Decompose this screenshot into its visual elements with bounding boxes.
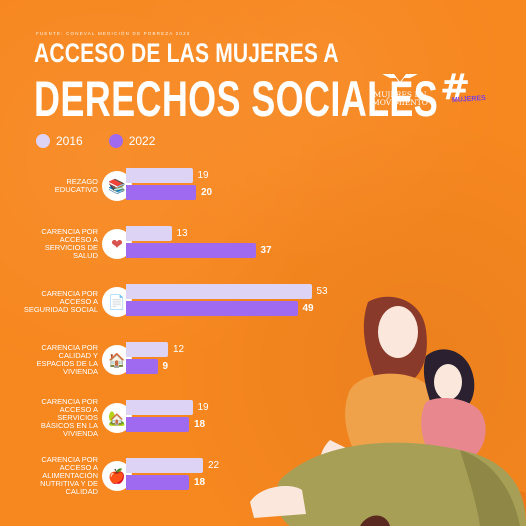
value-label-2016: 19 [197, 170, 209, 181]
wings-icon [382, 74, 418, 84]
logo-name-line-1: MUJERES EN [373, 90, 427, 99]
value-label-2022: 9 [162, 361, 169, 372]
bar-2022 [126, 359, 158, 374]
legend-swatch-2022 [108, 134, 123, 148]
hashtag-logo-text: MUJERES [451, 94, 487, 105]
bar-2022 [126, 417, 189, 432]
bar-2022 [126, 301, 298, 316]
bar-2016 [126, 342, 168, 357]
value-label-2016: 22 [208, 460, 220, 471]
mujeres-en-movimiento-logo: MUJERES EN MOVIMIENTO [368, 70, 432, 107]
value-label-2022: 18 [194, 477, 206, 488]
category-label: CARENCIA POR ACCESO A ALIMENTACIÓN NUTRI… [40, 455, 98, 496]
value-label-2022: 20 [201, 187, 213, 198]
bar-2016 [126, 284, 312, 299]
title-line-2: DERECHOS SOCIALES [34, 71, 439, 127]
category-label: CARENCIA POR CALIDAD Y ESPACIOS DE LA VI… [36, 343, 98, 376]
legend-item-2022: 2022 [108, 134, 156, 148]
legend: 2016 2022 [36, 134, 155, 148]
bar-2016 [126, 168, 193, 183]
value-label-2022: 18 [194, 419, 206, 430]
legend-item-2016: 2016 [36, 134, 83, 148]
logo-name-line-2: MOVIMIENTO [372, 98, 428, 107]
bar-2016 [126, 226, 172, 241]
value-label-2016: 53 [316, 286, 328, 297]
value-label-2022: 49 [302, 303, 314, 314]
category-label: CARENCIA POR ACCESO A SERVICIOS DE SALUD [41, 227, 98, 260]
value-label-2016: 12 [173, 344, 185, 355]
bar-2022 [126, 475, 189, 490]
legend-label-2016: 2016 [56, 134, 83, 148]
bar-2016 [126, 458, 203, 473]
value-label-2016: 13 [176, 228, 188, 239]
bar-2016 [126, 400, 193, 415]
category-label: REZAGO EDUCATIVO [54, 177, 98, 194]
logos: MUJERES EN MOVIMIENTO # MUJERES [368, 67, 498, 110]
bar-2022 [126, 243, 256, 258]
category-label: CARENCIA POR ACCESO A SEGURIDAD SOCIAL [23, 289, 98, 314]
legend-label-2022: 2022 [128, 134, 156, 148]
bar-2022 [126, 185, 196, 200]
source-note: FUENTE: CONEVAL MEDICIÓN DE POBREZA 2022 [36, 31, 191, 36]
category-label: CARENCIA POR ACCESO A SERVICIOS BÁSICOS … [40, 397, 98, 438]
value-label-2022: 37 [260, 245, 272, 256]
title-line-1: ACCESO DE LAS MUJERES A [34, 38, 339, 68]
value-label-2016: 19 [197, 402, 209, 413]
hashtag-logo: # [440, 67, 471, 108]
legend-swatch-2016 [36, 134, 50, 148]
mother-daughter-illustration [250, 296, 526, 526]
